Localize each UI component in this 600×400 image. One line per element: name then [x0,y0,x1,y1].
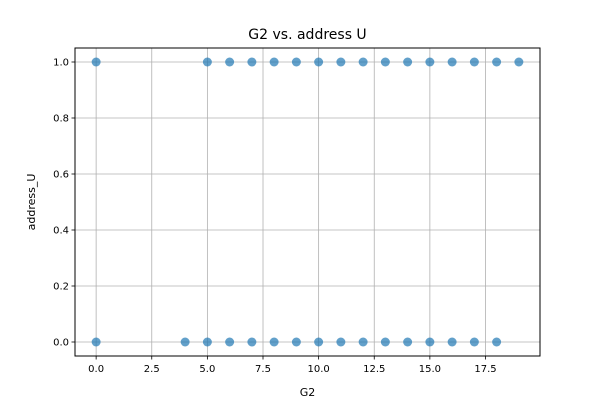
scatter-point [225,57,235,67]
scatter-point [314,337,324,347]
scatter-point [469,57,479,67]
x-tick-label: 12.5 [363,364,385,375]
x-tick-label: 10.0 [307,364,329,375]
x-tick-label: 15.0 [419,364,441,375]
x-tick-label: 17.5 [474,364,496,375]
scatter-point [269,57,279,67]
scatter-point [202,337,212,347]
x-tick-label: 5.0 [199,364,215,375]
scatter-point [180,337,190,347]
scatter-point [291,337,301,347]
scatter-point [403,57,413,67]
scatter-point [447,337,457,347]
scatter-point [358,337,368,347]
scatter-point [492,57,502,67]
plot-frame [74,47,541,357]
scatter-point [425,57,435,67]
y-tick-label: 0.2 [53,282,69,293]
x-tick-label: 7.5 [255,364,271,375]
scatter-point [225,337,235,347]
scatter-point [469,337,479,347]
y-tick-label: 1.0 [53,58,69,69]
points-layer [91,57,524,347]
scatter-point [91,337,101,347]
y-tick-label: 0.0 [53,338,69,349]
scatter-point [425,337,435,347]
scatter-point [336,337,346,347]
scatter-point [291,57,301,67]
scatter-point [247,337,257,347]
scatter-point [336,57,346,67]
scatter-point [514,57,524,67]
scatter-point [380,57,390,67]
scatter-point [91,57,101,67]
scatter-point [269,337,279,347]
scatter-point [202,57,212,67]
ticks-layer: 0.0 2.5 5.0 7.5 10.0 12.5 15.0 17.5 0.0 0.2 0.4 0.6… [53,58,497,376]
x-tick-label: 2.5 [144,364,160,375]
scatter-point [447,57,457,67]
x-axis-label: G2 [300,386,316,399]
y-tick-label: 0.6 [53,170,69,181]
scatter-point [403,337,413,347]
x-tick-label: 0.0 [88,364,104,375]
scatter-point [247,57,257,67]
grid-layer [75,48,540,356]
scatter-point [380,337,390,347]
chart-title: G2 vs. address U [248,27,366,43]
scatter-point [358,57,368,67]
y-tick-label: 0.4 [53,226,69,237]
scatter-point [314,57,324,67]
scatter-point [492,337,502,347]
y-axis-label: address_U [25,174,38,231]
y-tick-label: 0.8 [53,114,69,125]
